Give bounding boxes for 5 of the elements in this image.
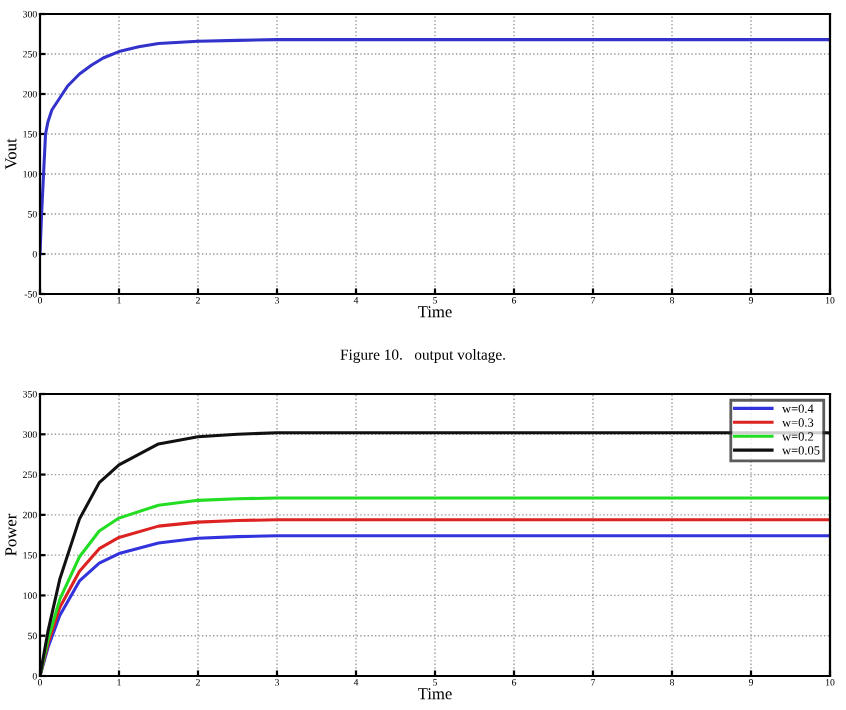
- y-axis-title: Vout: [5, 138, 17, 170]
- x-axis-title: Time: [418, 306, 452, 318]
- line-series: [40, 38, 830, 256]
- x-axis-title: Time: [418, 688, 452, 700]
- y-axis-title: Power: [5, 513, 17, 556]
